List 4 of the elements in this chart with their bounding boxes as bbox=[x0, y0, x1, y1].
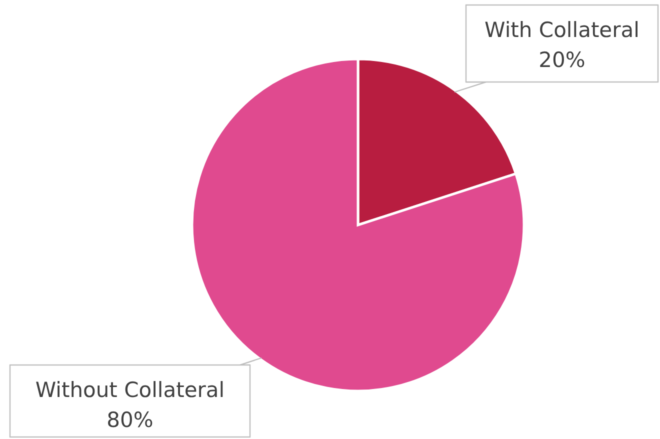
data-label: 80% bbox=[106, 408, 154, 432]
slice-label: With Collateral bbox=[484, 18, 640, 42]
slice-label: Without Collateral bbox=[35, 378, 225, 402]
data-label: 20% bbox=[538, 48, 586, 72]
